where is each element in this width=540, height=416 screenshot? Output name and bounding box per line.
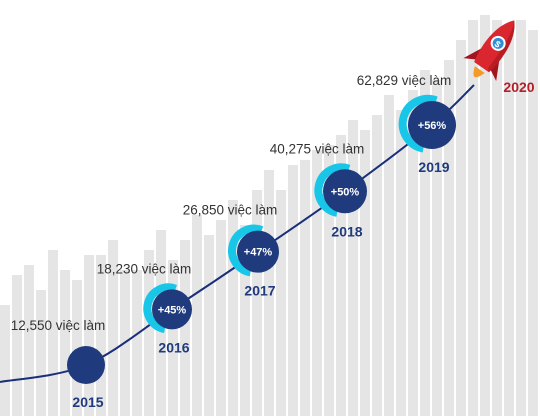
growth-label: +50%: [331, 186, 360, 198]
growth-label: +47%: [244, 247, 273, 259]
data-point-2018: +50% 40,275 việc làm 2018: [270, 141, 367, 239]
background-bar: [0, 305, 10, 416]
rocket-highlight: [488, 20, 515, 73]
background-bar: [360, 130, 370, 416]
background-bar: [492, 20, 502, 416]
background-bar: [408, 90, 418, 416]
background-bar: [84, 255, 94, 416]
rocket-fin-right: [490, 61, 500, 82]
value-label: 40,275 việc làm: [270, 141, 365, 156]
data-marker: [408, 101, 456, 149]
background-bar: [240, 225, 250, 416]
year-label: 2016: [158, 339, 189, 355]
background-bar: [324, 145, 334, 416]
rocket-window-core: [492, 37, 504, 49]
background-bar: [300, 160, 310, 416]
data-point-2016: +45% 18,230 việc làm 2016: [97, 261, 192, 355]
data-marker: [152, 289, 192, 330]
background-bar: [180, 240, 190, 416]
background-bar: [24, 265, 34, 416]
growth-label: +56%: [418, 120, 447, 132]
data-point-2019: +56% 62,829 việc làm 2019: [357, 73, 456, 175]
background-bar: [456, 40, 466, 416]
background-bar: [432, 80, 442, 416]
growth-ring: [314, 163, 351, 217]
background-bar: [288, 165, 298, 416]
background-bars: [0, 15, 538, 416]
background-bar: [372, 115, 382, 416]
background-bar: [132, 270, 142, 416]
data-marker: [323, 169, 367, 214]
value-label: 12,550 việc làm: [11, 318, 106, 333]
background-bar: [504, 25, 514, 416]
background-bar: [36, 290, 46, 416]
background-bar: [384, 95, 394, 416]
year-label: 2015: [72, 394, 103, 410]
background-bar: [276, 190, 286, 416]
background-bar: [228, 200, 238, 416]
background-bar: [312, 150, 322, 416]
final-year-label: 2020: [503, 79, 534, 95]
background-bar: [192, 215, 202, 416]
background-bar: [348, 120, 358, 416]
value-label: 62,829 việc làm: [357, 73, 452, 88]
background-bar: [168, 260, 178, 416]
background-bar: [516, 20, 526, 416]
data-point-2017: +47% 26,850 việc làm 2017: [183, 203, 279, 299]
background-bar: [60, 270, 70, 416]
growth-ring: [228, 224, 264, 277]
background-bar: [528, 30, 538, 416]
background-bar: [444, 60, 454, 416]
background-bar: [420, 70, 430, 416]
background-bar: [264, 170, 274, 416]
growth-ring: [143, 283, 177, 334]
year-label: 2017: [244, 283, 275, 299]
growth-ring: [398, 94, 438, 153]
data-marker: [67, 346, 105, 384]
rocket-dollar-sign: $: [493, 39, 503, 50]
data-points: 12,550 việc làm 2015 +45% 18,230 việc làm 20…: [11, 73, 456, 410]
year-label: 2019: [418, 159, 449, 175]
background-bar: [204, 235, 214, 416]
background-bar: [144, 250, 154, 416]
data-marker: [237, 230, 279, 273]
background-bar: [468, 20, 478, 416]
background-bar: [336, 135, 346, 416]
background-bar: [252, 190, 262, 416]
background-bar: [216, 220, 226, 416]
rocket-icon: $: [463, 20, 515, 82]
background-bar: [396, 110, 406, 416]
background-bar: [72, 280, 82, 416]
value-label: 26,850 việc làm: [183, 203, 278, 218]
year-label: 2018: [331, 223, 362, 239]
background-bar: [48, 250, 58, 416]
background-bar: [96, 255, 106, 416]
background-bar: [12, 275, 22, 416]
background-bar: [108, 240, 118, 416]
data-point-2015: 12,550 việc làm 2015: [11, 318, 106, 410]
rocket-flame: [473, 66, 485, 78]
growth-label: +45%: [158, 304, 187, 316]
background-bar: [480, 15, 490, 416]
value-label: 18,230 việc làm: [97, 261, 192, 276]
